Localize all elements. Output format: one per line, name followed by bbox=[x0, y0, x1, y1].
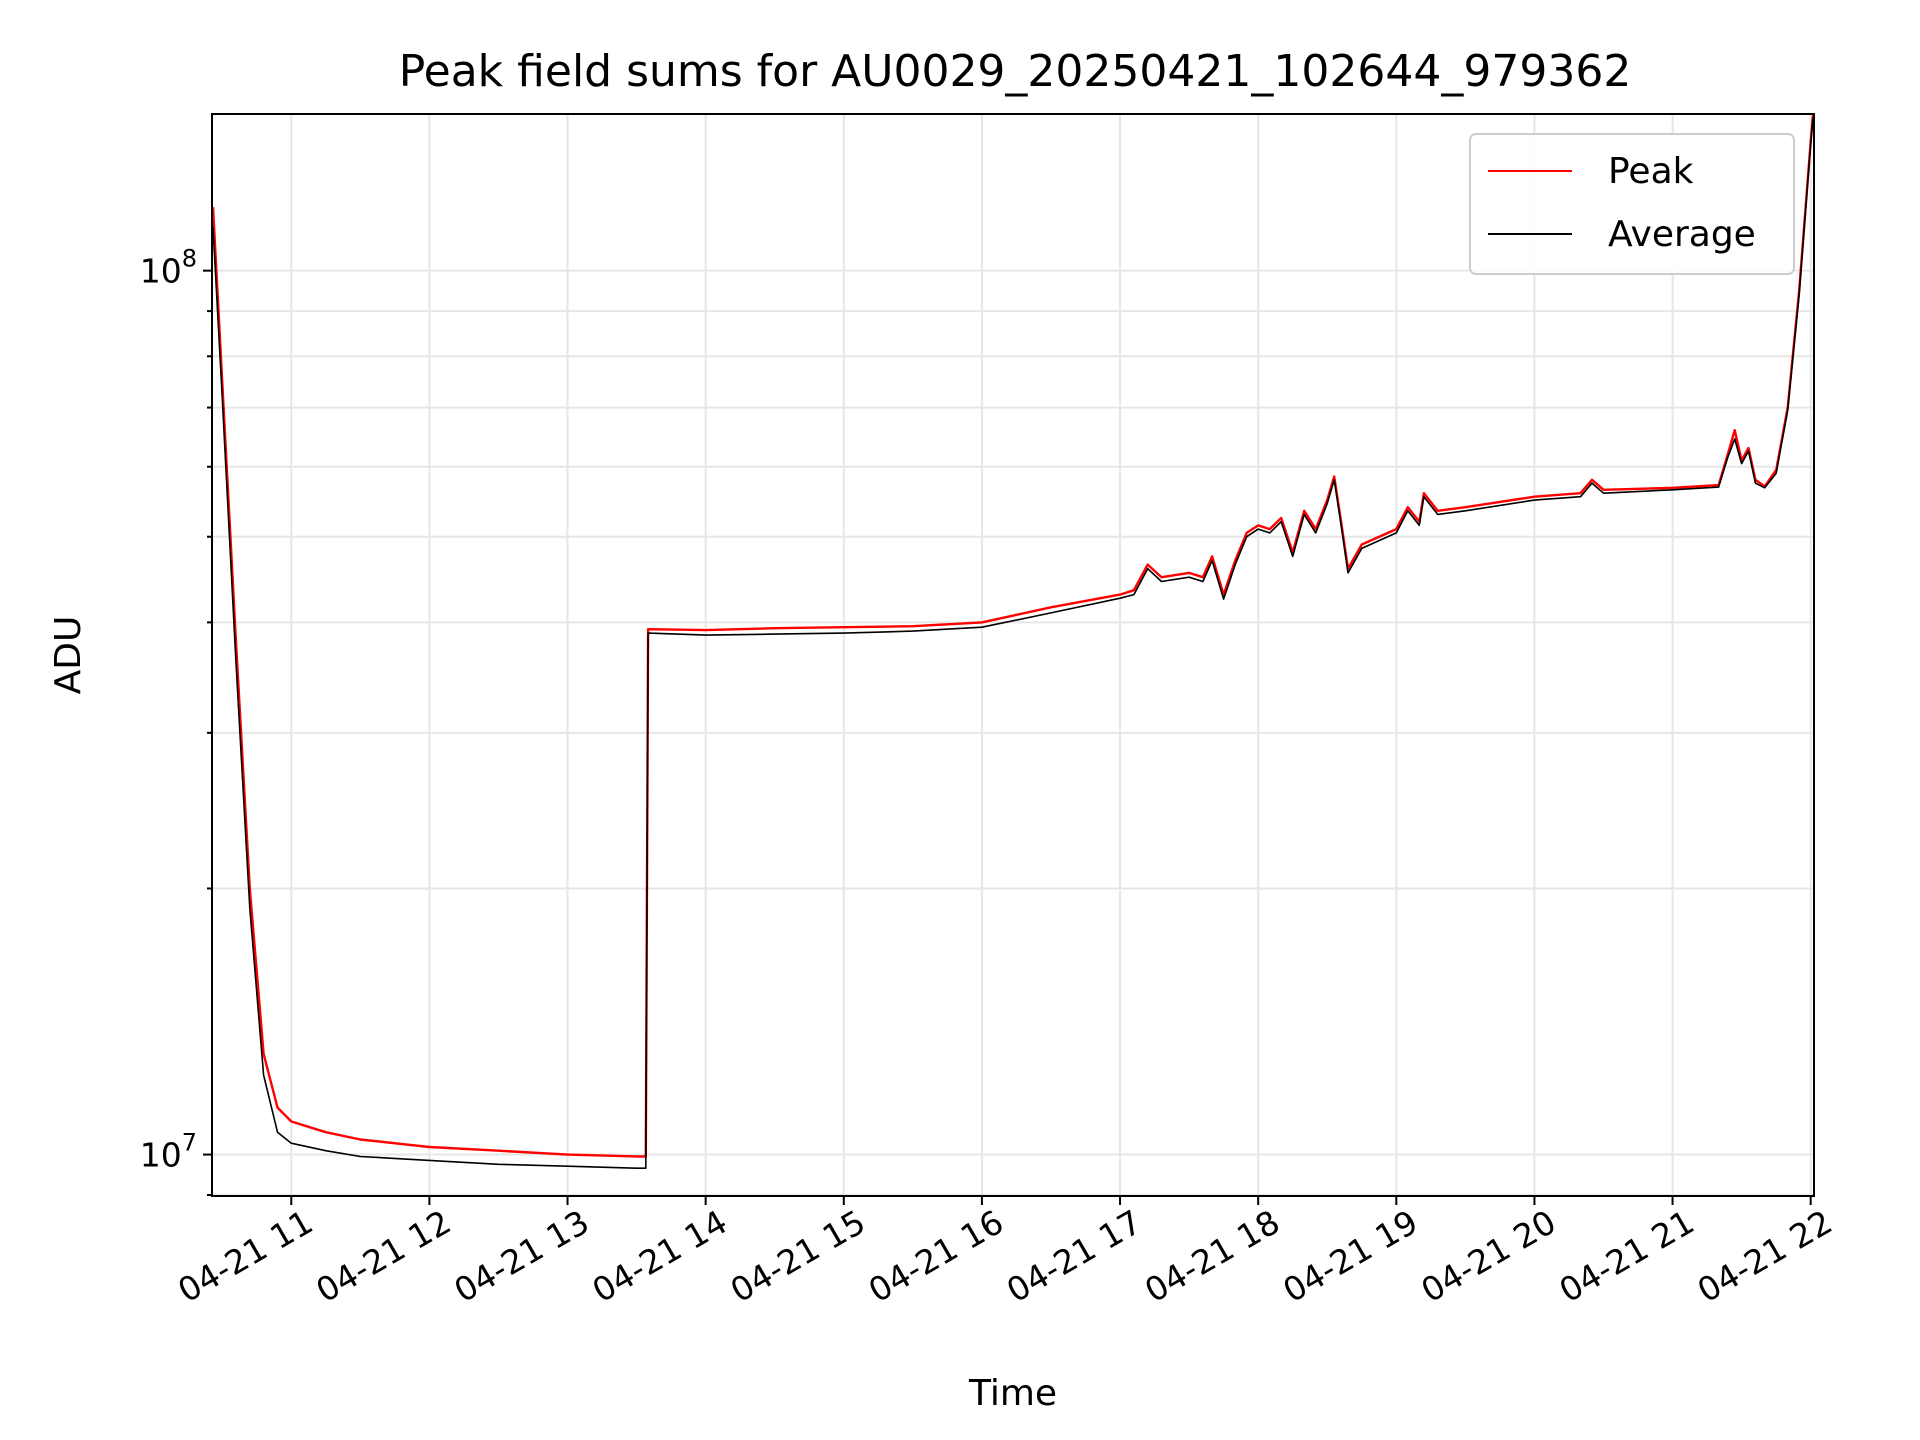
y-tick-label: 108 bbox=[140, 245, 197, 291]
legend-box bbox=[1469, 133, 1795, 275]
y-axis-title: ADU bbox=[48, 616, 89, 695]
y-axis: 107 108 bbox=[140, 245, 213, 1196]
legend-label-peak: Peak bbox=[1608, 151, 1694, 192]
series-line-average bbox=[213, 117, 1813, 1169]
y-tick-label: 107 bbox=[140, 1129, 197, 1175]
plot-frame bbox=[211, 113, 1815, 1197]
legend: Peak Average bbox=[1469, 133, 1795, 275]
grid bbox=[213, 115, 1813, 1196]
plot-lines bbox=[213, 115, 1813, 1169]
chart-title: Peak field sums for AU0029_20250421_1026… bbox=[399, 46, 1632, 97]
legend-label-average: Average bbox=[1608, 214, 1756, 255]
x-axis-title: Time bbox=[968, 1373, 1057, 1414]
